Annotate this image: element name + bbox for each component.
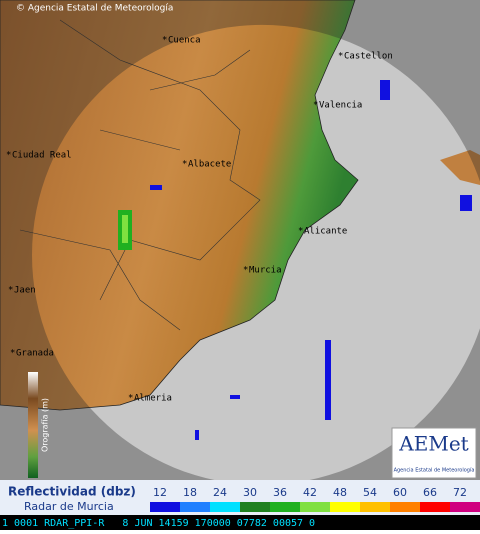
legend-value: 30 <box>243 486 257 499</box>
city-marker: * <box>298 227 303 237</box>
legend-value: 60 <box>393 486 407 499</box>
city-label: Almeria <box>134 394 172 404</box>
legend-swatch <box>330 502 360 512</box>
city-label: Granada <box>16 349 54 359</box>
city-marker: * <box>338 52 343 62</box>
radar-name: Radar de Murcia <box>24 500 114 513</box>
legend-value: 12 <box>153 486 167 499</box>
city-label: Castellon <box>344 52 393 62</box>
city-marker: * <box>6 151 11 161</box>
city-label: Cuenca <box>168 36 201 46</box>
legend-swatch <box>360 502 390 512</box>
legend-value: 24 <box>213 486 227 499</box>
logo: AEMet <box>398 432 468 456</box>
city-marker: * <box>162 36 167 46</box>
city-label: Jaen <box>14 286 36 296</box>
land <box>0 0 359 411</box>
borders <box>19 19 261 331</box>
status: 1 0001 RDAR_PPI-R 8 JUN 14159 170000 077… <box>2 518 315 529</box>
city-label: Albacete <box>188 160 231 170</box>
echoes <box>118 80 472 440</box>
legend-swatch <box>210 502 240 512</box>
legend-swatch <box>300 502 330 512</box>
city-label: Ciudad Real <box>12 151 72 161</box>
legend-swatch <box>240 502 270 512</box>
legend-swatch <box>450 502 480 512</box>
legend-value: 36 <box>273 486 287 499</box>
city-marker: * <box>243 266 248 276</box>
city-marker: * <box>313 101 318 111</box>
city-marker: * <box>10 349 15 359</box>
credit: © Agencia Estatal de Meteorología <box>16 4 173 14</box>
legend-value: 54 <box>363 486 377 499</box>
city-marker: * <box>182 160 187 170</box>
legend-swatch <box>150 502 180 512</box>
logo-box <box>391 427 477 479</box>
status-bar <box>0 515 480 530</box>
city-label: Murcia <box>249 266 282 276</box>
legend-swatch <box>420 502 450 512</box>
legend-title: Reflectividad (dbz) <box>8 485 136 499</box>
legend-value: 18 <box>183 486 197 499</box>
city-marker: * <box>128 394 133 404</box>
legend-swatch <box>390 502 420 512</box>
legend-swatch <box>270 502 300 512</box>
orography-title: Orografía (m) <box>41 398 50 452</box>
city-label: Valencia <box>319 101 362 111</box>
legend-value: 42 <box>303 486 317 499</box>
legend-value: 72 <box>453 486 467 499</box>
orography-bar <box>28 372 38 478</box>
legend-swatch <box>180 502 210 512</box>
logo-subtitle: Agencia Estatal de Meteorología <box>394 467 475 474</box>
city-marker: * <box>8 286 13 296</box>
legend-value: 48 <box>333 486 347 499</box>
city-label: Alicante <box>304 227 347 237</box>
legend-value: 66 <box>423 486 437 499</box>
island <box>440 150 480 185</box>
